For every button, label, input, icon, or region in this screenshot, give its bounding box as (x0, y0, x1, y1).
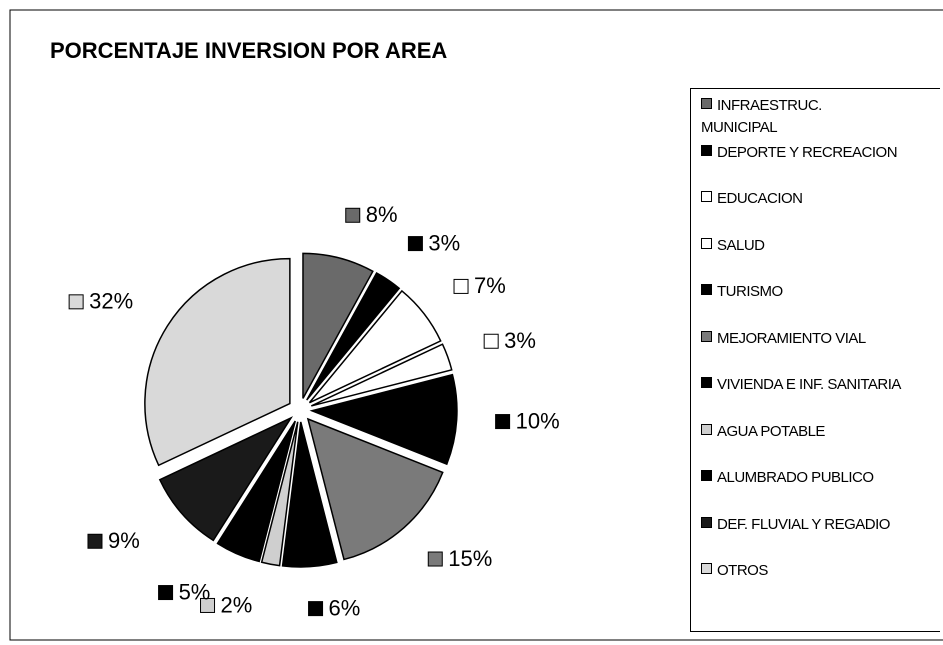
legend-swatch (701, 563, 712, 574)
pie-slice (310, 343, 453, 407)
label-swatch (345, 207, 361, 223)
data-label: 6% (329, 595, 361, 620)
data-label: 8% (366, 202, 398, 227)
pie-slice (158, 416, 294, 542)
pie-slice (306, 417, 444, 561)
legend-item: AGUA POTABLE (701, 421, 901, 443)
legend-label: OTROS (717, 562, 768, 579)
frame (9, 9, 943, 641)
legend-item: OTROS (701, 560, 901, 582)
legend-swatch (701, 98, 712, 109)
data-label: 5% (179, 579, 211, 604)
legend-item: DEPORTE Y RECREACION (701, 142, 901, 164)
label-swatch (87, 533, 103, 549)
legend-swatch (701, 423, 712, 435)
legend-label: VIVIENDA E INF. SANITARIA (717, 376, 901, 393)
legend-item: VIVIENDA E INF. SANITARIA (701, 374, 901, 396)
data-label: 7% (474, 273, 506, 298)
data-label: 2% (221, 592, 253, 617)
pie-slice (309, 373, 458, 466)
legend-swatch (701, 191, 712, 202)
pie-slice (308, 289, 442, 404)
pie-slice (281, 421, 338, 568)
legend-label: EDUCACION (717, 190, 803, 207)
legend-swatch (701, 516, 712, 528)
label-swatch (200, 597, 216, 613)
legend-label: DEF. FLUVIAL Y REGADIO (717, 515, 890, 533)
label-swatch (68, 294, 84, 310)
legend-label: INFRAESTRUC. MUNICIPAL (701, 97, 822, 136)
legend-item: DEF. FLUVIAL Y REGADIO (701, 514, 901, 536)
pie-slice (302, 252, 374, 399)
legend: INFRAESTRUC. MUNICIPAL DEPORTE Y RECREACI… (690, 88, 940, 632)
pie-slice (260, 421, 299, 567)
data-label: 15% (448, 546, 492, 571)
legend-label: TURISMO (717, 283, 783, 300)
data-label: 9% (108, 528, 140, 553)
legend-item: MEJORAMIENTO VIAL (701, 328, 901, 350)
label-swatch (158, 585, 174, 601)
label-swatch (495, 414, 511, 430)
legend-swatch (701, 284, 712, 295)
label-swatch (427, 551, 443, 567)
pie-slice (144, 257, 291, 467)
data-label: 3% (504, 328, 536, 353)
legend-swatch (701, 377, 712, 388)
legend-label: MEJORAMIENTO VIAL (717, 329, 866, 347)
legend-swatch (701, 144, 712, 156)
legend-label: AGUA POTABLE (717, 422, 825, 440)
data-label: 3% (428, 230, 460, 255)
pie-slice (216, 420, 296, 563)
pie-slice (306, 271, 401, 401)
legend-swatch (701, 470, 712, 481)
legend-item: TURISMO (701, 281, 901, 303)
legend-label: DEPORTE Y RECREACION (717, 143, 898, 161)
legend-item: ALUMBRADO PUBLICO (701, 467, 901, 489)
legend-label: SALUD (717, 236, 765, 254)
data-label: 10% (516, 408, 560, 433)
legend-swatch (701, 330, 712, 342)
data-label: 32% (89, 289, 133, 314)
label-swatch (407, 236, 423, 252)
legend-item: SALUD (701, 235, 901, 257)
legend-item: INFRAESTRUC. MUNICIPAL (701, 95, 901, 139)
legend-swatch (701, 237, 712, 249)
label-swatch (453, 278, 469, 294)
legend-label: ALUMBRADO PUBLICO (717, 469, 874, 486)
label-swatch (483, 333, 499, 349)
chart-title: PORCENTAJE INVERSION POR AREA (50, 38, 447, 63)
label-swatch (308, 601, 324, 617)
legend-item: EDUCACION (701, 188, 901, 210)
